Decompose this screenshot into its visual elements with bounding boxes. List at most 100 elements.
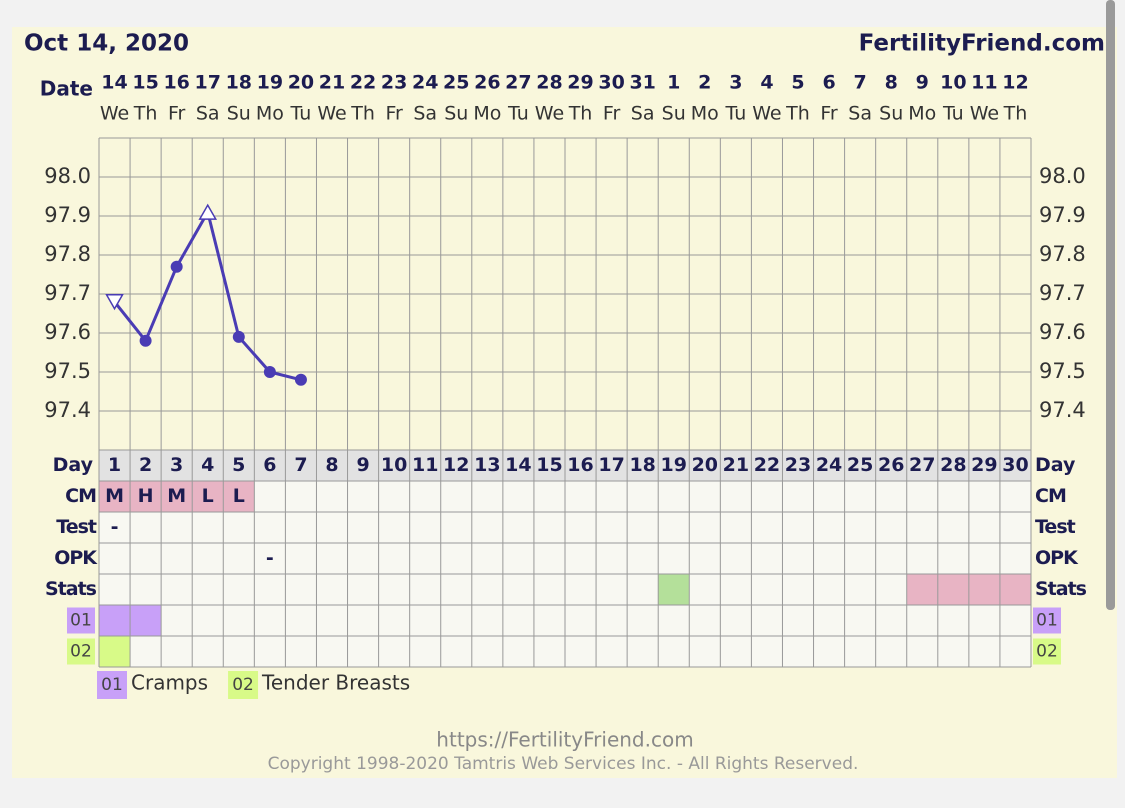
weekday-label: Fr xyxy=(168,103,186,125)
date-label: 29 xyxy=(567,72,593,94)
date-label: 24 xyxy=(412,72,438,94)
day-number: 29 xyxy=(971,454,997,476)
y-tick-label: 97.8 xyxy=(44,242,91,266)
weekday-label: Tu xyxy=(507,103,529,125)
day-number: 7 xyxy=(294,454,307,476)
y-tick-label-right: 97.8 xyxy=(1039,242,1086,266)
date-label: 19 xyxy=(257,72,283,94)
row-label: Stats xyxy=(45,578,97,600)
cell-fill xyxy=(99,481,131,512)
label-box xyxy=(67,638,95,665)
day-number: 10 xyxy=(381,454,407,476)
row-label-right: OPK xyxy=(1035,547,1079,569)
cell-fill xyxy=(999,574,1031,605)
y-tick-label: 97.4 xyxy=(44,398,91,422)
label-box-right xyxy=(1033,638,1061,665)
weekday-label: Su xyxy=(444,103,468,125)
date-label: 14 xyxy=(101,72,127,94)
chart-date: Oct 14, 2020 xyxy=(24,31,189,57)
date-label: 4 xyxy=(760,72,773,94)
y-tick-label-right: 97.9 xyxy=(1039,203,1086,227)
weekday-label: Fr xyxy=(820,103,838,125)
marker xyxy=(263,366,276,378)
cell-fill xyxy=(968,574,1000,605)
cell-fill xyxy=(906,574,938,605)
y-tick-label-right: 97.6 xyxy=(1039,320,1086,344)
weekday-label: Su xyxy=(227,103,251,125)
cell-fill xyxy=(223,481,255,512)
brand: FertilityFriend.com xyxy=(859,31,1105,57)
cell-fill xyxy=(161,481,193,512)
legend-code: 02 xyxy=(232,675,254,695)
weekday-label: Mo xyxy=(691,103,719,125)
cell-text: L xyxy=(202,485,214,507)
row-label: 01 xyxy=(70,611,92,631)
weekday-label: Sa xyxy=(848,103,872,125)
date-label: 22 xyxy=(350,72,376,94)
date-label: 16 xyxy=(163,72,189,94)
day-number: 27 xyxy=(909,454,935,476)
day-number: 5 xyxy=(232,454,245,476)
day-number: 9 xyxy=(356,454,369,476)
weekday-label: Tu xyxy=(290,103,312,125)
row-label: Day xyxy=(53,454,94,476)
marker xyxy=(198,203,218,220)
date-label: 2 xyxy=(698,72,711,94)
scrollbar[interactable] xyxy=(1106,0,1115,610)
cell-text: M xyxy=(167,485,186,507)
date-label: 15 xyxy=(132,72,158,94)
day-number: 12 xyxy=(443,454,469,476)
cell-fill xyxy=(658,574,690,605)
date-label: 1 xyxy=(667,72,680,94)
footer-url: https://FertilityFriend.com xyxy=(436,728,693,752)
day-number: 14 xyxy=(505,454,531,476)
date-label: 5 xyxy=(791,72,804,94)
weekday-label: Mo xyxy=(256,103,284,125)
cell-text: M xyxy=(105,485,124,507)
cell-text: L xyxy=(233,485,245,507)
day-number: 23 xyxy=(785,454,811,476)
weekday-label: Su xyxy=(662,103,686,125)
y-tick-label-right: 97.7 xyxy=(1039,281,1086,305)
day-number: 11 xyxy=(412,454,438,476)
cell-text: - xyxy=(111,516,119,538)
weekday-label: We xyxy=(535,103,564,125)
label-box xyxy=(67,607,95,634)
y-tick-label: 97.5 xyxy=(44,359,91,383)
day-number: 17 xyxy=(598,454,624,476)
y-tick-label: 97.7 xyxy=(44,281,91,305)
day-number: 24 xyxy=(816,454,842,476)
day-number: 18 xyxy=(629,454,655,476)
weekday-label: Th xyxy=(568,103,593,125)
date-label: 9 xyxy=(916,72,929,94)
weekday-label: We xyxy=(100,103,129,125)
weekday-label: We xyxy=(970,103,999,125)
day-number: 30 xyxy=(1002,454,1028,476)
copyright: Copyright 1998-2020 Tamtris Web Services… xyxy=(268,754,859,774)
row-label: OPK xyxy=(54,547,98,569)
cell-fill xyxy=(192,481,224,512)
weekday-label: Sa xyxy=(413,103,437,125)
weekday-label: Su xyxy=(879,103,903,125)
legend-label: Cramps xyxy=(131,671,208,695)
marker xyxy=(105,294,124,311)
weekday-label: Th xyxy=(350,103,375,125)
day-number: 16 xyxy=(567,454,593,476)
date-label: 3 xyxy=(729,72,742,94)
marker xyxy=(139,334,152,347)
weekday-label: Mo xyxy=(473,103,501,125)
day-number: 8 xyxy=(325,454,338,476)
row-label-right: 01 xyxy=(1036,611,1058,631)
row-label: CM xyxy=(65,485,96,507)
date-label: 27 xyxy=(505,72,531,94)
y-tick-label: 97.9 xyxy=(44,203,91,227)
weekday-label: Fr xyxy=(603,103,621,125)
weekday-label: Mo xyxy=(908,103,936,125)
date-label: 18 xyxy=(226,72,252,94)
day-number: 4 xyxy=(201,454,214,476)
day-number: 13 xyxy=(474,454,500,476)
weekday-label: Th xyxy=(785,103,810,125)
weekday-label: We xyxy=(752,103,781,125)
